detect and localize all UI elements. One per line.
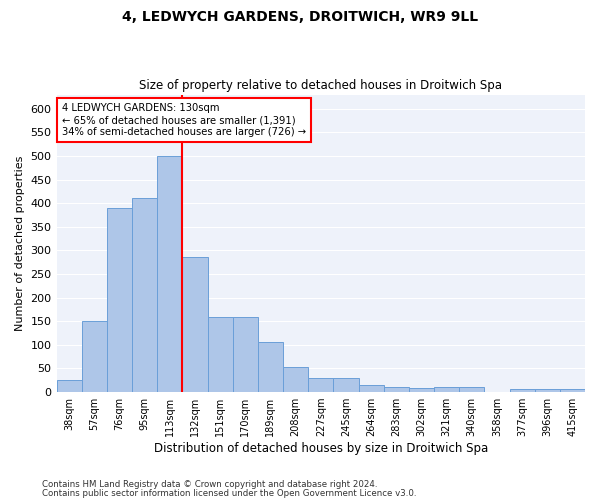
Bar xyxy=(107,208,132,392)
Title: Size of property relative to detached houses in Droitwich Spa: Size of property relative to detached ho… xyxy=(139,79,502,92)
Bar xyxy=(459,388,484,392)
Bar xyxy=(560,389,585,392)
Text: 4 LEDWYCH GARDENS: 130sqm
← 65% of detached houses are smaller (1,391)
34% of se: 4 LEDWYCH GARDENS: 130sqm ← 65% of detac… xyxy=(62,104,306,136)
Bar xyxy=(359,385,383,392)
Bar xyxy=(535,389,560,392)
Bar xyxy=(82,321,107,392)
Bar xyxy=(409,388,434,392)
Bar xyxy=(132,198,157,392)
Bar xyxy=(233,318,258,392)
Bar xyxy=(383,387,409,392)
Text: 4, LEDWYCH GARDENS, DROITWICH, WR9 9LL: 4, LEDWYCH GARDENS, DROITWICH, WR9 9LL xyxy=(122,10,478,24)
Bar xyxy=(283,367,308,392)
Bar xyxy=(56,380,82,392)
Bar xyxy=(308,378,334,392)
Bar xyxy=(334,378,359,392)
Bar xyxy=(258,342,283,392)
X-axis label: Distribution of detached houses by size in Droitwich Spa: Distribution of detached houses by size … xyxy=(154,442,488,455)
Y-axis label: Number of detached properties: Number of detached properties xyxy=(15,156,25,331)
Bar xyxy=(434,388,459,392)
Bar xyxy=(208,318,233,392)
Bar xyxy=(157,156,182,392)
Text: Contains HM Land Registry data © Crown copyright and database right 2024.: Contains HM Land Registry data © Crown c… xyxy=(42,480,377,489)
Bar xyxy=(509,389,535,392)
Bar xyxy=(182,256,208,392)
Text: Contains public sector information licensed under the Open Government Licence v3: Contains public sector information licen… xyxy=(42,489,416,498)
